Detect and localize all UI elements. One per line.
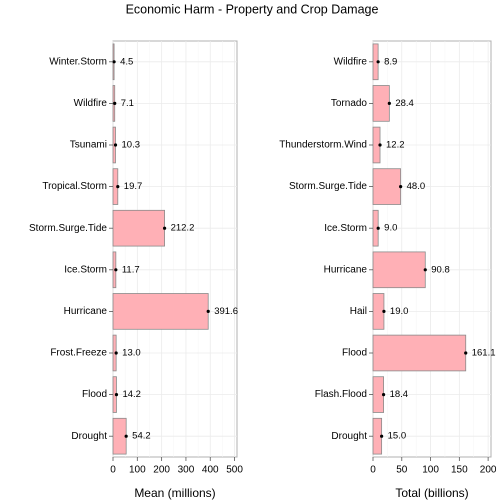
category-label-Tornado: Tornado xyxy=(331,98,368,109)
bar-Drought xyxy=(112,417,127,455)
panel-background xyxy=(372,40,492,458)
category-label-Tropical.Storm: Tropical.Storm xyxy=(42,181,107,192)
value-point-Thunderstorm.Wind xyxy=(378,143,382,147)
category-label-Wildfire: Wildfire xyxy=(74,98,108,109)
value-point-Frost.Freeze xyxy=(114,351,118,355)
category-label-Hail: Hail xyxy=(350,306,367,317)
x-tick-label: 0 xyxy=(370,465,376,476)
value-point-Tropical.Storm xyxy=(116,185,120,189)
chart-panel-2: 8.9 Wildfire 28.4 Tornado 12.2 Thunderstorm.W… xyxy=(279,40,497,500)
x-tick-label: 100 xyxy=(422,465,439,476)
category-label-Winter.Storm: Winter.Storm xyxy=(49,56,107,67)
value-point-Wildfire xyxy=(376,60,380,64)
category-label-Flash.Flood: Flash.Flood xyxy=(315,389,367,400)
category-label-Drought: Drought xyxy=(331,431,367,442)
value-label-Tsunami: 10.3 xyxy=(122,140,140,151)
value-label-Tornado: 28.4 xyxy=(395,98,414,109)
value-point-Ice.Storm xyxy=(376,226,380,230)
category-label-Storm.Surge.Tide: Storm.Surge.Tide xyxy=(29,223,107,234)
value-label-Drought: 15.0 xyxy=(388,431,407,442)
bar-Hurricane xyxy=(372,251,426,289)
value-point-Storm.Surge.Tide xyxy=(399,185,403,189)
value-label-Flood: 161.1 xyxy=(472,348,496,359)
value-point-Flood xyxy=(114,393,119,397)
value-point-Hail xyxy=(382,309,386,313)
value-point-Tornado xyxy=(387,101,391,105)
x-tick-label: 200 xyxy=(153,465,170,476)
category-label-Tsunami: Tsunami xyxy=(70,140,107,151)
category-label-Drought: Drought xyxy=(71,431,107,442)
category-label-Frost.Freeze: Frost.Freeze xyxy=(50,348,107,359)
x-tick-label: 200 xyxy=(480,465,497,476)
value-point-Hurricane xyxy=(206,309,210,313)
value-point-Tsunami xyxy=(113,143,118,147)
value-label-Drought: 54.2 xyxy=(132,431,151,442)
category-label-Storm.Surge.Tide: Storm.Surge.Tide xyxy=(289,181,367,192)
x-tick-label: 100 xyxy=(129,465,146,476)
value-label-Flood: 14.2 xyxy=(122,389,140,400)
value-point-Ice.Storm xyxy=(114,268,118,272)
bar-Hail xyxy=(372,293,385,330)
x-axis-title: Total (billions) xyxy=(395,486,468,500)
bar-Hurricane xyxy=(112,293,209,330)
value-label-Flash.Flood: 18.4 xyxy=(390,389,409,400)
value-point-Drought xyxy=(380,434,384,438)
chart-title: Economic Harm - Property and Crop Damage xyxy=(126,2,379,16)
bar-Flood xyxy=(372,334,467,372)
value-label-Wildfire: 8.9 xyxy=(384,56,397,67)
value-label-Hurricane: 90.8 xyxy=(431,264,450,275)
category-label-Hurricane: Hurricane xyxy=(324,264,368,275)
value-label-Frost.Freeze: 13.0 xyxy=(122,348,141,359)
x-tick-label: 400 xyxy=(202,465,219,476)
x-tick-label: 0 xyxy=(110,465,116,476)
category-label-Ice.Storm: Ice.Storm xyxy=(64,264,107,275)
value-label-Thunderstorm.Wind: 12.2 xyxy=(386,140,405,151)
value-label-Ice.Storm: 9.0 xyxy=(384,223,397,234)
value-point-Storm.Surge.Tide xyxy=(162,226,167,230)
value-label-Winter.Storm: 4.5 xyxy=(120,56,133,67)
value-label-Tropical.Storm: 19.7 xyxy=(124,181,142,192)
value-point-Flash.Flood xyxy=(381,393,386,397)
value-label-Ice.Storm: 11.7 xyxy=(122,264,140,275)
category-label-Wildfire: Wildfire xyxy=(334,56,368,67)
value-label-Hail: 19.0 xyxy=(390,306,409,317)
x-tick-label: 50 xyxy=(396,465,408,476)
panel-background xyxy=(112,40,238,458)
category-label-Flood: Flood xyxy=(82,389,107,400)
category-label-Ice.Storm: Ice.Storm xyxy=(324,223,367,234)
value-label-Hurricane: 391.6 xyxy=(214,306,238,317)
chart-panel-1: 4.5 Winter.Storm 7.1 Wildfire 10.3 Tsunami 19.… xyxy=(29,40,243,500)
x-tick-label: 300 xyxy=(178,465,195,476)
x-axis-title: Mean (millions) xyxy=(134,486,215,500)
x-tick-label: 500 xyxy=(226,465,243,476)
value-point-Hurricane xyxy=(423,268,427,272)
bar-Storm.Surge.Tide xyxy=(112,209,165,247)
bar-Tornado xyxy=(372,85,390,122)
value-label-Storm.Surge.Tide: 48.0 xyxy=(407,181,426,192)
category-label-Flood: Flood xyxy=(342,348,367,359)
value-point-Wildfire xyxy=(113,101,117,105)
value-label-Wildfire: 7.1 xyxy=(121,98,134,109)
category-label-Thunderstorm.Wind: Thunderstorm.Wind xyxy=(279,140,367,151)
value-point-Drought xyxy=(124,434,128,438)
value-point-Flood xyxy=(464,351,468,355)
bar-Storm.Surge.Tide xyxy=(372,168,402,205)
category-label-Hurricane: Hurricane xyxy=(64,306,108,317)
x-tick-label: 150 xyxy=(451,465,468,476)
value-label-Storm.Surge.Tide: 212.2 xyxy=(171,223,195,234)
value-point-Winter.Storm xyxy=(112,60,116,64)
